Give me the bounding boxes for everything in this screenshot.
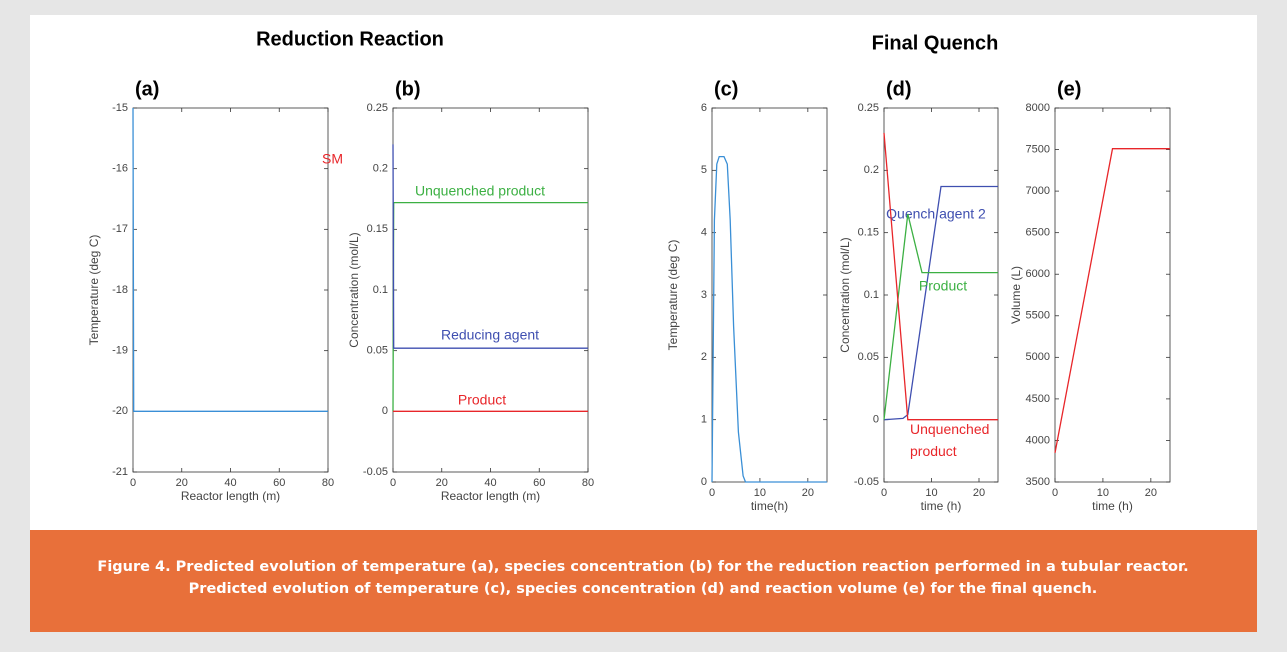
y-tick-label: -0.05 <box>363 466 388 478</box>
y-tick-label: 5000 <box>1026 351 1050 363</box>
y-tick-label: 0.2 <box>373 163 388 175</box>
y-tick-label: -17 <box>112 223 128 235</box>
panel-label: (b) <box>395 78 421 100</box>
y-axis-label: Concentration (mol/L) <box>838 237 852 352</box>
caption: Predicted evolution of temperature (c), … <box>189 581 1098 597</box>
y-tick-label: 6 <box>701 102 707 114</box>
x-tick-label: 20 <box>802 487 814 499</box>
y-tick-label: 8000 <box>1026 102 1050 114</box>
x-tick-label: 0 <box>390 477 396 489</box>
series-line <box>132 107 328 412</box>
x-axis-label: time (h) <box>1092 499 1133 513</box>
panel-label: (e) <box>1057 78 1081 100</box>
y-tick-label: 0.15 <box>858 227 879 239</box>
y-tick-label: 5500 <box>1026 310 1050 322</box>
y-tick-label: 0.25 <box>367 102 388 114</box>
y-tick-label: -15 <box>112 102 128 114</box>
section-title: Reduction Reaction <box>256 28 444 50</box>
y-tick-label: 7000 <box>1026 185 1050 197</box>
x-tick-label: 10 <box>925 487 937 499</box>
y-tick-label: 0.15 <box>367 223 388 235</box>
y-axis-label: Concentration (mol/L) <box>347 232 361 347</box>
y-tick-label: -19 <box>112 345 128 357</box>
x-tick-label: 20 <box>1145 487 1157 499</box>
y-tick-label: 0 <box>873 414 879 426</box>
y-tick-label: 4500 <box>1026 393 1050 405</box>
series-line <box>392 144 588 349</box>
y-axis-label: Temperature (deg C) <box>666 240 680 351</box>
y-tick-label: 0 <box>701 476 707 488</box>
y-tick-label: 6500 <box>1026 227 1050 239</box>
y-axis-label: Volume (L) <box>1009 266 1023 324</box>
x-tick-label: 60 <box>533 477 545 489</box>
y-tick-label: 7500 <box>1026 143 1050 155</box>
x-tick-label: 80 <box>582 477 594 489</box>
y-tick-label: 4 <box>701 227 707 239</box>
x-tick-label: 10 <box>754 487 766 499</box>
panel-label: (c) <box>714 78 738 100</box>
y-tick-label: 0 <box>382 405 388 417</box>
y-tick-label: 0.05 <box>367 345 388 357</box>
x-tick-label: 40 <box>224 477 236 489</box>
y-tick-label: 5 <box>701 164 707 176</box>
caption: Figure 4. Predicted evolution of tempera… <box>97 559 1188 575</box>
x-tick-label: 20 <box>973 487 985 499</box>
series-label: Quench agent 2 <box>886 206 986 222</box>
panel-label: (d) <box>886 78 912 100</box>
y-tick-label: 0.25 <box>858 102 879 114</box>
x-tick-label: 40 <box>484 477 496 489</box>
y-tick-label: 4000 <box>1026 434 1050 446</box>
series-label: Product <box>919 278 967 294</box>
x-tick-label: 10 <box>1097 487 1109 499</box>
y-tick-label: 0.1 <box>373 284 388 296</box>
panel-background <box>30 15 1257 530</box>
caption-band <box>30 530 1257 632</box>
y-tick-label: -18 <box>112 284 128 296</box>
x-axis-label: Reactor length (m) <box>181 489 280 503</box>
x-tick-label: 0 <box>709 487 715 499</box>
y-tick-label: 6000 <box>1026 268 1050 280</box>
annotation: SM <box>322 151 343 167</box>
series-line <box>1054 148 1170 454</box>
series-line <box>883 132 998 421</box>
y-tick-label: 0.05 <box>858 351 879 363</box>
series-line <box>883 213 998 420</box>
y-tick-label: 0.1 <box>864 289 879 301</box>
series-label: Unquenched product <box>910 421 989 459</box>
x-tick-label: 0 <box>881 487 887 499</box>
x-tick-label: 20 <box>176 477 188 489</box>
series-label: Reducing agent <box>441 327 539 343</box>
x-tick-label: 0 <box>1052 487 1058 499</box>
x-axis-label: Reactor length (m) <box>441 489 540 503</box>
y-tick-label: 3500 <box>1026 476 1050 488</box>
x-tick-label: 80 <box>322 477 334 489</box>
y-tick-label: 3 <box>701 289 707 301</box>
y-tick-label: -0.05 <box>854 476 879 488</box>
x-axis-label: time (h) <box>921 499 962 513</box>
series-label: Unquenched product <box>415 183 545 199</box>
plot-frame <box>1054 107 1171 483</box>
y-tick-label: 1 <box>701 414 707 426</box>
y-axis-label: Temperature (deg C) <box>87 235 101 346</box>
x-tick-label: 60 <box>273 477 285 489</box>
y-tick-label: 0.2 <box>864 164 879 176</box>
y-tick-label: -20 <box>112 405 128 417</box>
x-tick-label: 0 <box>130 477 136 489</box>
y-tick-label: -16 <box>112 163 128 175</box>
y-tick-label: 2 <box>701 351 707 363</box>
y-tick-label: -21 <box>112 466 128 478</box>
x-axis-label: time(h) <box>751 499 788 513</box>
panel-label: (a) <box>135 78 159 100</box>
series-label: Product <box>458 392 506 408</box>
x-tick-label: 20 <box>436 477 448 489</box>
section-title: Final Quench <box>872 32 999 54</box>
series-line <box>711 155 827 483</box>
